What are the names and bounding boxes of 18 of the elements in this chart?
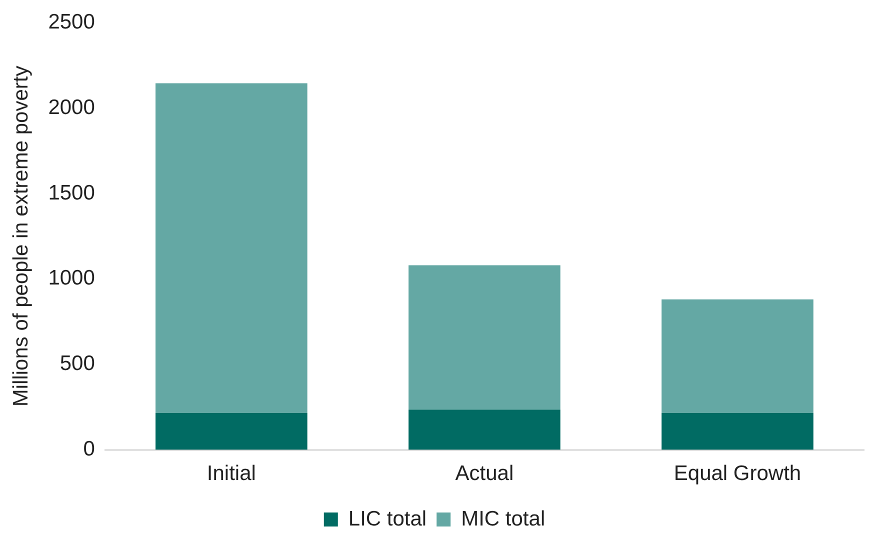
bar (156, 413, 308, 450)
legend-label: LIC total (348, 507, 427, 530)
x-tick-label: Actual (455, 462, 514, 486)
y-axis-title: Millions of people in extreme poverty (9, 65, 32, 407)
bar (408, 265, 560, 410)
bar (662, 413, 814, 450)
y-tick-label: 2000 (48, 96, 95, 119)
y-tick-label: 1500 (48, 181, 95, 204)
legend-label: MIC total (461, 507, 546, 530)
y-tick-label: 0 (83, 438, 95, 461)
bar (662, 299, 814, 414)
y-tick-label: 2500 (48, 10, 95, 34)
y-tick-label: 1000 (48, 266, 95, 290)
bar (408, 410, 560, 450)
x-tick-label: Initial (206, 462, 256, 486)
bar (156, 83, 308, 414)
y-tick-label: 500 (60, 352, 95, 376)
x-tick-label: Equal Growth (674, 462, 802, 486)
